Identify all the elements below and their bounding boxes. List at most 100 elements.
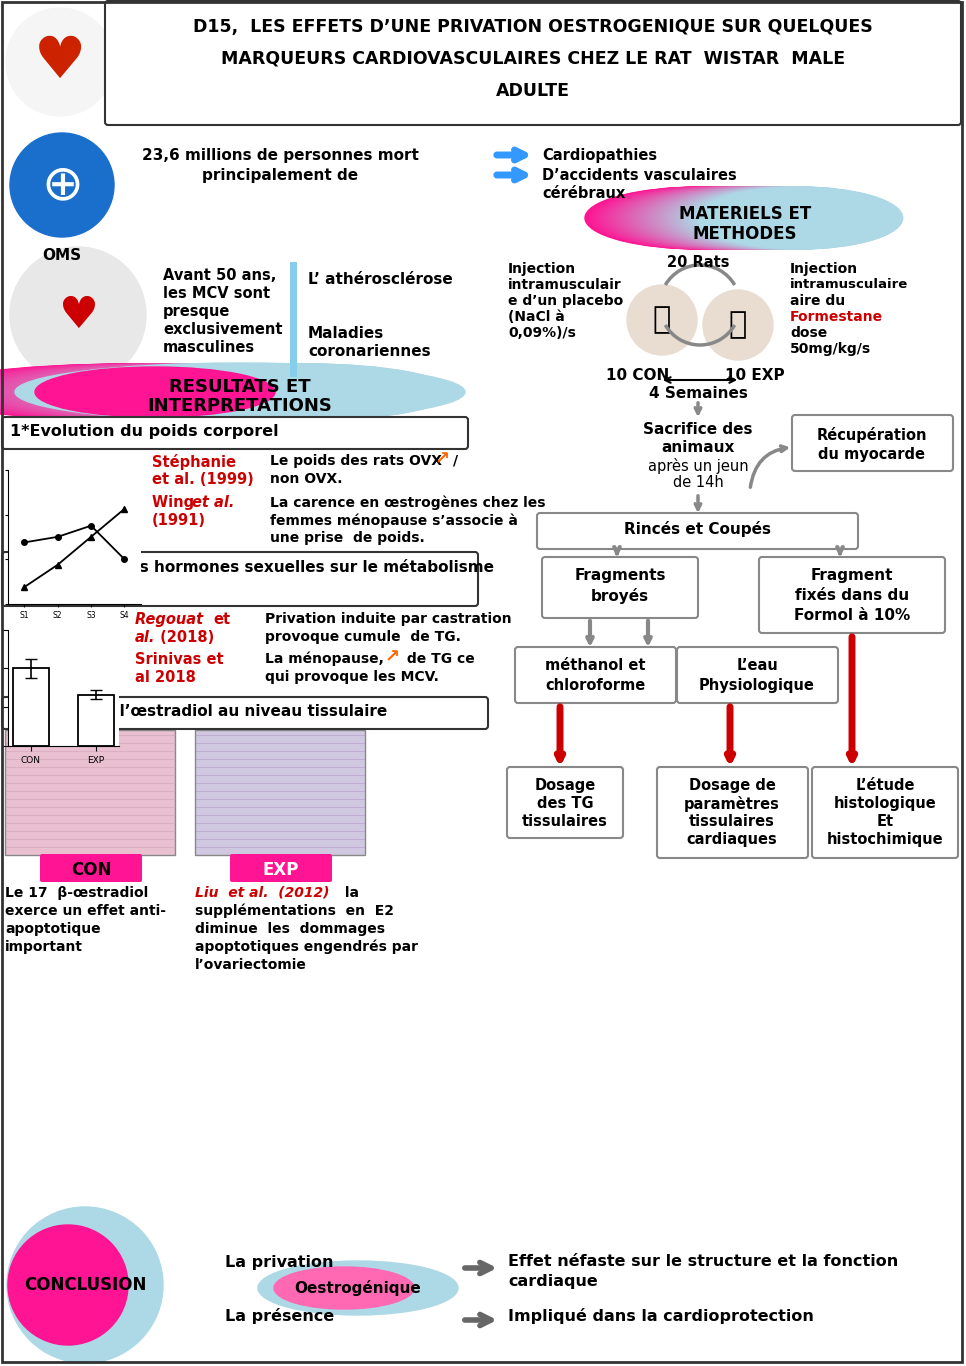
Text: ↗: ↗ [385,647,400,667]
Ellipse shape [72,363,409,419]
Ellipse shape [624,187,845,249]
Ellipse shape [679,187,889,249]
Ellipse shape [123,363,431,419]
Text: histologique: histologique [834,796,936,811]
Text: La carence en œstrogènes chez les: La carence en œstrogènes chez les [270,494,546,510]
Text: paramètres: paramètres [684,796,780,811]
Text: intramusculair: intramusculair [508,279,622,292]
Text: ⊕: ⊕ [42,161,83,209]
Ellipse shape [587,187,817,249]
Text: tissulaires: tissulaires [522,814,608,829]
FancyBboxPatch shape [759,557,945,632]
Ellipse shape [118,363,429,419]
Ellipse shape [656,187,870,249]
Ellipse shape [681,187,891,249]
Ellipse shape [158,363,447,419]
Text: 20 Rats: 20 Rats [667,255,729,270]
Text: MATERIELS ET: MATERIELS ET [679,205,811,223]
Ellipse shape [589,187,818,249]
Text: al 2018: al 2018 [135,669,196,684]
Text: et al. (1999): et al. (1999) [152,473,254,488]
Ellipse shape [695,187,901,249]
Ellipse shape [93,363,417,419]
Text: des TG: des TG [537,796,593,811]
Text: masculines: masculines [163,340,255,355]
Text: aire du: aire du [790,294,845,307]
Ellipse shape [686,187,894,249]
Text: La présence: La présence [225,1309,334,1324]
Text: La ménopause,: La ménopause, [265,652,388,667]
Text: Fragments: Fragments [574,568,666,583]
Ellipse shape [26,363,387,419]
Text: Dosage de: Dosage de [689,779,776,794]
Circle shape [7,1208,163,1363]
Ellipse shape [611,187,835,249]
Text: L’étude: L’étude [855,779,915,794]
Text: L’eau: L’eau [736,658,778,673]
Text: (1991): (1991) [152,514,206,529]
Text: presque: presque [163,305,230,320]
FancyBboxPatch shape [105,1,961,126]
Ellipse shape [163,363,449,419]
Ellipse shape [619,187,841,249]
Text: Injection: Injection [790,262,858,276]
Ellipse shape [693,187,899,249]
Text: 1*Evolution du poids corporel: 1*Evolution du poids corporel [10,423,278,438]
FancyBboxPatch shape [2,552,478,607]
Text: 10 CON: 10 CON [607,367,669,382]
Ellipse shape [674,187,885,249]
Ellipse shape [599,187,826,249]
Ellipse shape [0,363,367,419]
Text: ↗: ↗ [435,449,450,469]
Text: Privation induite par castration: Privation induite par castration [265,612,512,626]
Ellipse shape [626,187,847,249]
Text: Le poids des rats OVX: Le poids des rats OVX [270,454,447,469]
Ellipse shape [0,363,372,419]
Ellipse shape [1,363,377,419]
Text: diminue  les  dommages: diminue les dommages [195,922,385,936]
Text: et: et [213,612,230,627]
Text: e d’un placebo: e d’un placebo [508,294,623,307]
Ellipse shape [585,187,815,249]
Text: Impliqué dans la cardioprotection: Impliqué dans la cardioprotection [508,1309,814,1324]
Text: Cardiopathies: Cardiopathies [542,148,657,163]
Text: Liu  et al.  (2012): Liu et al. (2012) [195,887,329,900]
Text: Oestrogénique: Oestrogénique [295,1280,421,1296]
Text: 2*Les effets des hormones sexuelles sur le métabolisme: 2*Les effets des hormones sexuelles sur … [10,560,494,575]
Ellipse shape [32,363,390,419]
Ellipse shape [644,187,862,249]
Text: ADULTE: ADULTE [496,82,570,100]
Text: dose: dose [790,326,827,340]
Ellipse shape [697,187,903,249]
Text: /: / [453,454,458,469]
Ellipse shape [608,187,833,249]
Ellipse shape [0,363,340,419]
Text: Fragment: Fragment [810,568,894,583]
Text: exerce un effet anti-: exerce un effet anti- [5,904,166,918]
Ellipse shape [82,363,412,419]
Text: Injection: Injection [508,262,576,276]
Ellipse shape [596,187,824,249]
Text: intramusculaire: intramusculaire [790,279,908,291]
Ellipse shape [640,187,858,249]
Ellipse shape [98,363,419,419]
FancyBboxPatch shape [5,729,175,855]
FancyBboxPatch shape [792,415,953,471]
Text: Physiologique: Physiologique [699,678,815,693]
Text: apoptotique: apoptotique [5,922,100,936]
Ellipse shape [668,187,879,249]
Circle shape [8,1225,128,1346]
Text: METHODES: METHODES [693,225,797,243]
Text: exclusivement: exclusivement [163,322,282,337]
Text: INTERPRETATIONS: INTERPRETATIONS [148,398,332,415]
Ellipse shape [35,367,275,417]
Ellipse shape [258,1261,458,1315]
FancyBboxPatch shape [677,647,838,703]
Ellipse shape [108,363,424,419]
Text: méthanol et: méthanol et [545,658,645,673]
FancyBboxPatch shape [2,417,468,449]
Circle shape [703,290,773,361]
Ellipse shape [622,187,843,249]
Ellipse shape [21,363,385,419]
Ellipse shape [601,187,828,249]
